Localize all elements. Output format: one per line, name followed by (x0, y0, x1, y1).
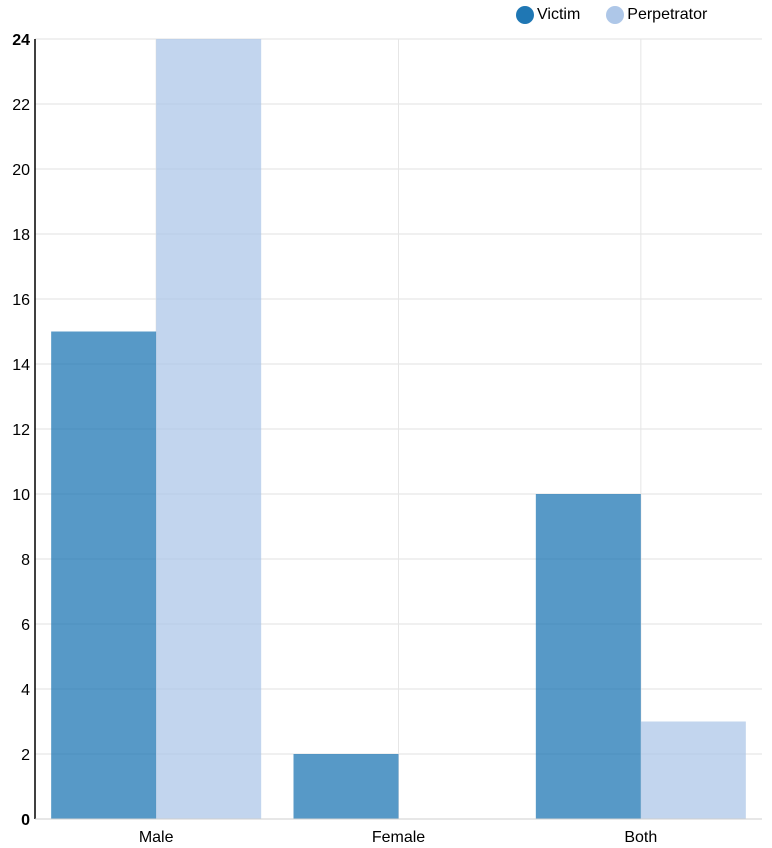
y-tick-label: 16 (12, 292, 30, 309)
y-tick-label: 0 (21, 812, 30, 829)
bar-victim-both (535, 494, 641, 819)
y-tick-label: 20 (12, 162, 30, 179)
bar-victim-male (51, 331, 157, 819)
y-tick-label: 6 (21, 617, 30, 634)
y-tick-label: 24 (12, 32, 30, 49)
bar-perpetrator-both (640, 721, 746, 819)
y-tick-label: 14 (12, 357, 30, 374)
y-tick-label: 22 (12, 97, 30, 114)
x-tick-label: Both (624, 829, 657, 846)
legend-label: Perpetrator (627, 6, 708, 23)
legend-swatch (606, 6, 625, 24)
legend-swatch (516, 6, 534, 24)
y-tick-label: 4 (21, 682, 30, 699)
chart-legend: Victim Perpetrator (516, 6, 733, 24)
x-tick-label: Male (139, 829, 174, 846)
bars-group (51, 39, 746, 819)
y-tick-label: 8 (21, 552, 30, 569)
y-tick-label: 12 (12, 422, 30, 439)
y-tick-label: 18 (12, 227, 30, 244)
y-tick-label: 2 (21, 747, 30, 764)
y-tick-label: 10 (12, 487, 30, 504)
legend-item-perpetrator[interactable]: Perpetrator (606, 6, 707, 24)
bar-perpetrator-male (156, 39, 262, 819)
legend-label: Victim (537, 6, 581, 23)
x-tick-label: Female (372, 829, 425, 846)
legend-item-victim[interactable]: Victim (516, 6, 580, 24)
x-axis: Male Female Both (35, 818, 762, 846)
bar-victim-female (293, 754, 399, 819)
